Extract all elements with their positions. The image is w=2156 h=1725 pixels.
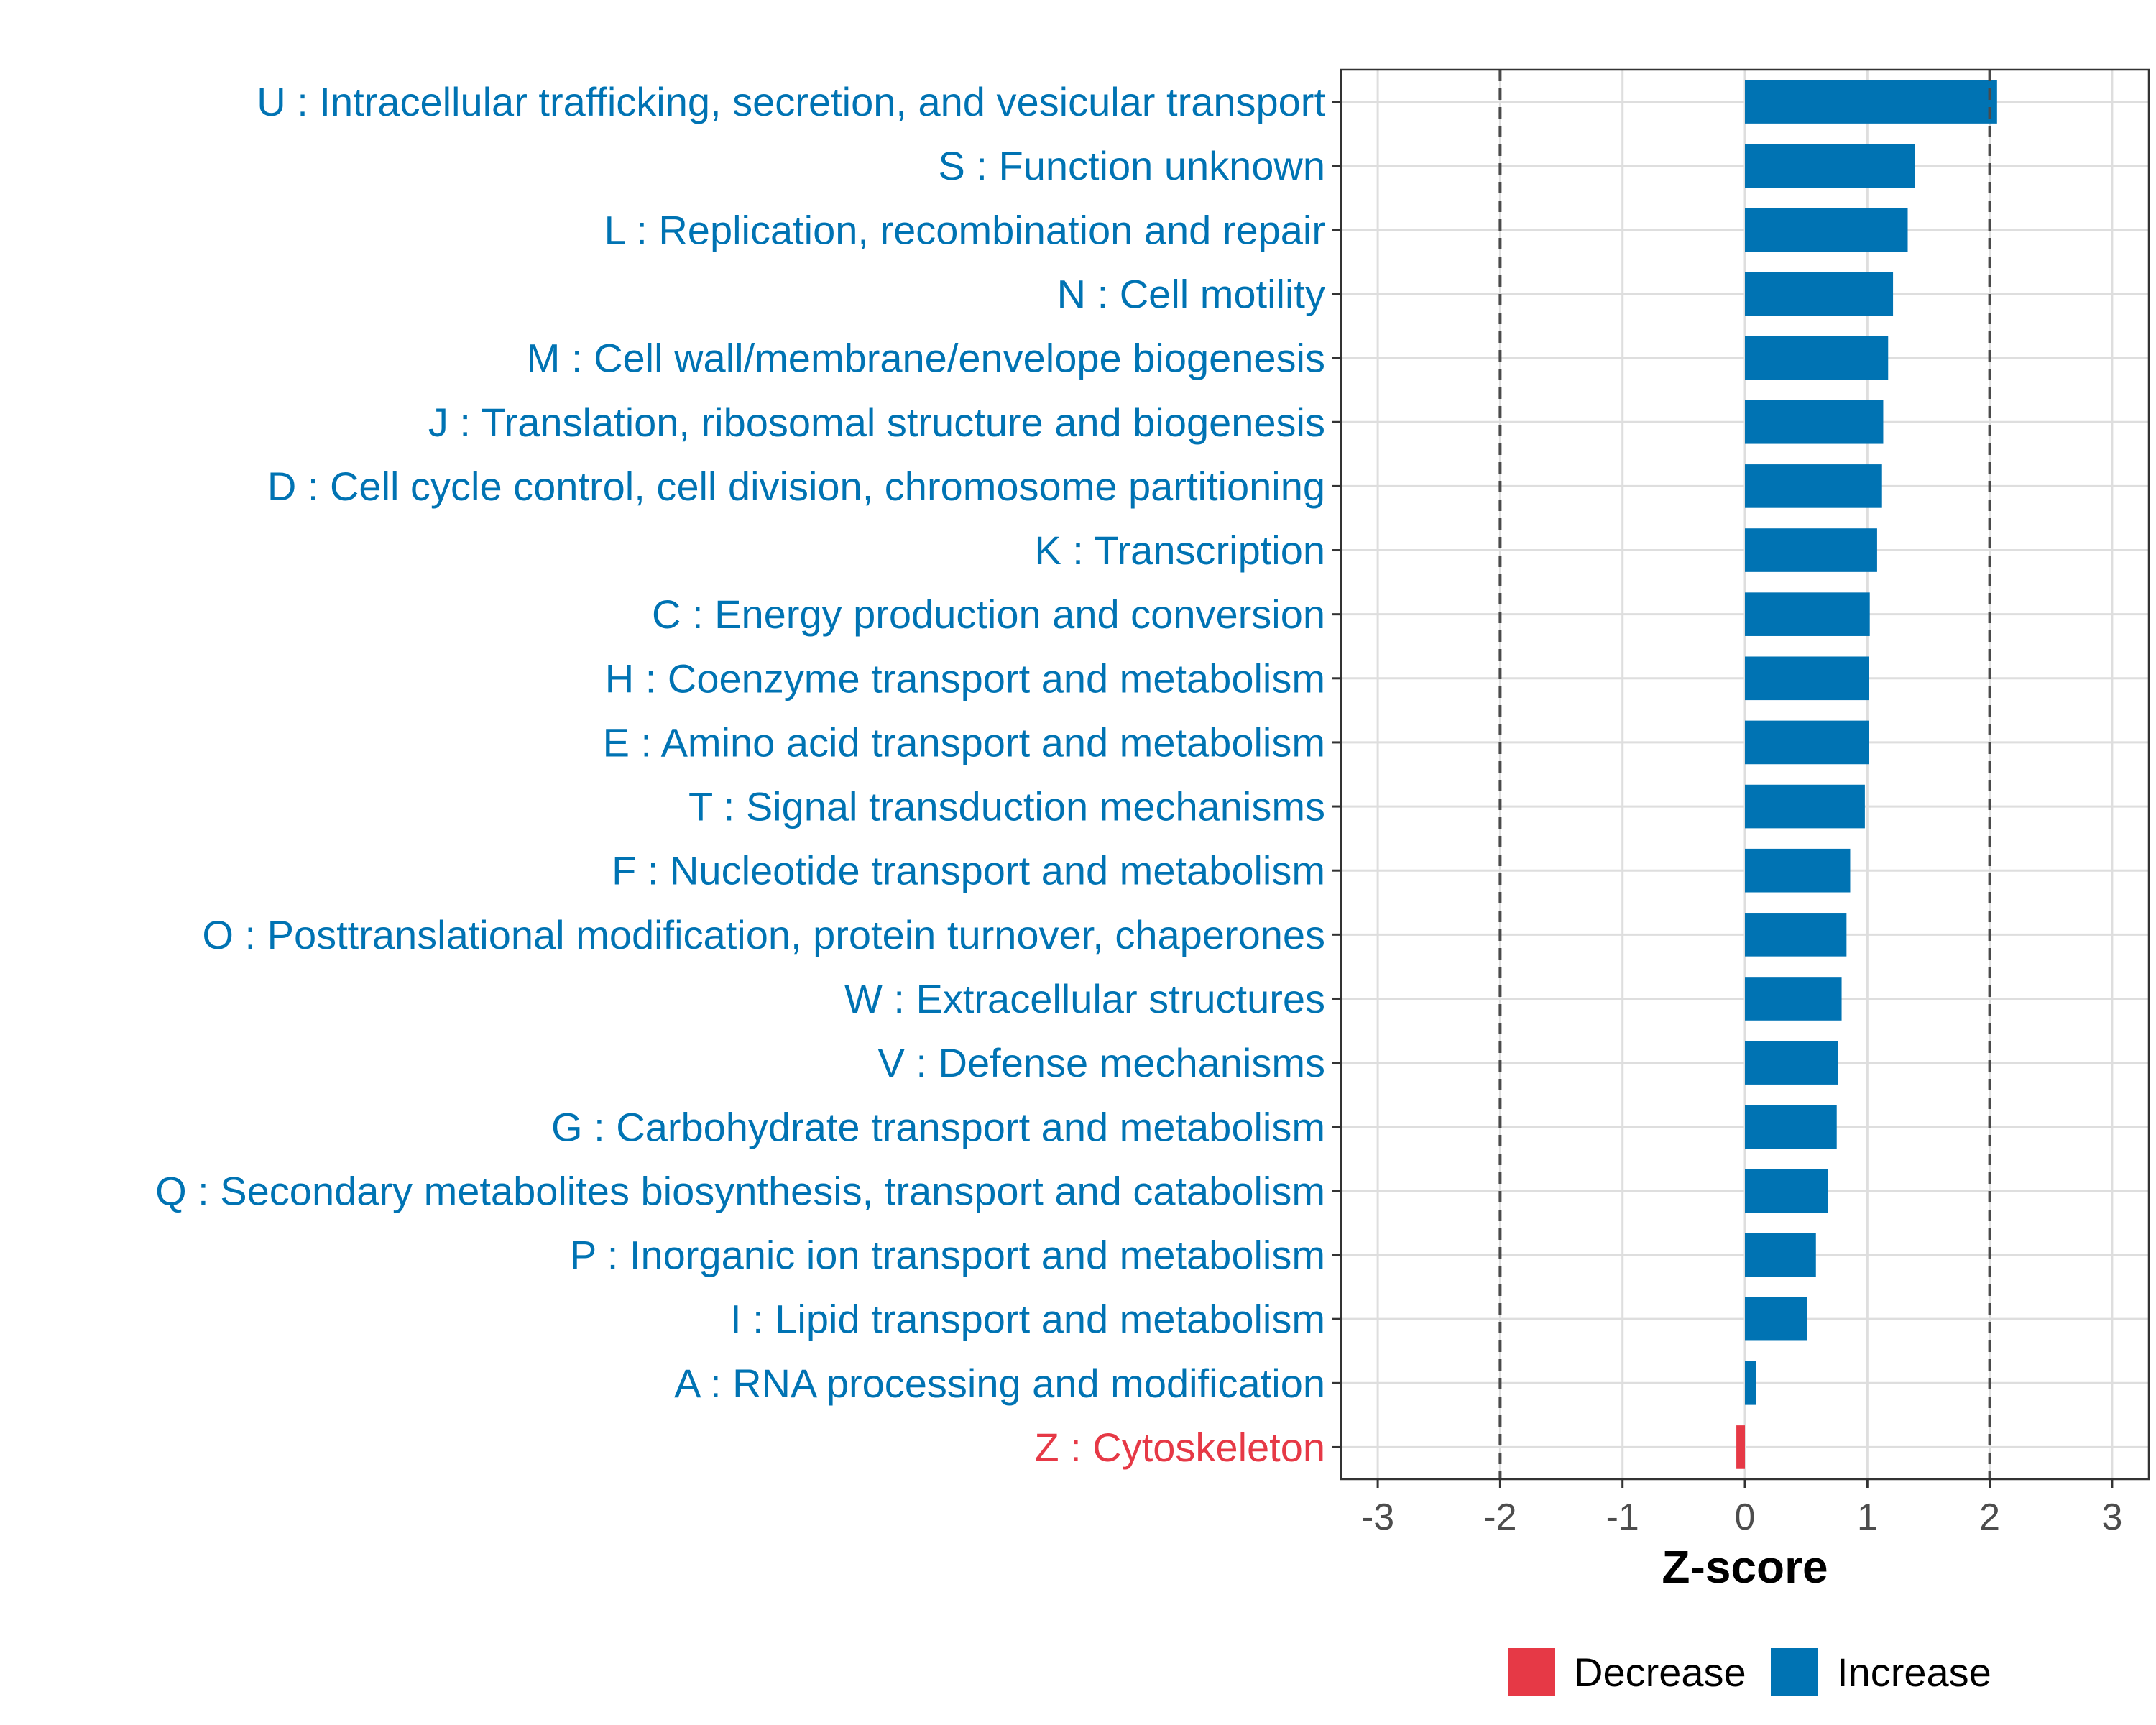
bar-l (1745, 208, 1908, 252)
category-label: P : Inorganic ion transport and metaboli… (570, 1233, 1325, 1278)
bar-n (1745, 272, 1894, 316)
category-label: W : Extracellular structures (844, 976, 1325, 1021)
x-tick-label: -2 (1483, 1496, 1516, 1538)
bar-o (1745, 913, 1847, 957)
category-label: Z : Cytoskeleton (1034, 1425, 1325, 1470)
bar-t (1745, 784, 1865, 829)
bar-a (1745, 1361, 1756, 1405)
x-axis-title: Z-score (1662, 1541, 1828, 1593)
bar-h (1745, 656, 1869, 701)
legend-label-increase: Increase (1837, 1650, 1991, 1695)
category-label: S : Function unknown (938, 143, 1325, 188)
x-tick-label: 0 (1735, 1496, 1756, 1538)
plot-panel (1340, 68, 2150, 1481)
category-label: L : Replication, recombination and repai… (604, 207, 1325, 252)
bar-c (1745, 592, 1870, 636)
legend-swatch-decrease (1508, 1648, 1555, 1696)
bar-f (1745, 848, 1851, 893)
category-label: C : Energy production and conversion (652, 592, 1325, 637)
category-labels: U : Intracellular trafficking, secretion… (155, 79, 1325, 1470)
threshold-lines (1498, 70, 1991, 1479)
bar-j (1745, 400, 1884, 444)
category-label: A : RNA processing and modification (674, 1361, 1325, 1406)
x-tick-label: -3 (1361, 1496, 1394, 1538)
category-label: Q : Secondary metabolites biosynthesis, … (155, 1168, 1325, 1213)
bar-v (1745, 1041, 1838, 1085)
category-label: D : Cell cycle control, cell division, c… (267, 464, 1325, 509)
legend: Decrease Increase (1508, 1648, 1991, 1696)
x-tick-label: 1 (1857, 1496, 1878, 1538)
bar-s (1745, 144, 1915, 188)
legend-label-decrease: Decrease (1574, 1650, 1746, 1695)
category-label: E : Amino acid transport and metabolism (603, 719, 1325, 765)
bar-m (1745, 336, 1889, 380)
bar-w (1745, 977, 1842, 1021)
bar-z (1736, 1425, 1745, 1469)
bar-g (1745, 1105, 1837, 1149)
category-label: V : Defense mechanisms (878, 1040, 1325, 1085)
category-label: O : Posttranslational modification, prot… (202, 912, 1325, 957)
category-label: G : Carbohydrate transport and metabolis… (551, 1104, 1325, 1149)
x-tick-label: -1 (1606, 1496, 1639, 1538)
category-label: T : Signal transduction mechanisms (688, 784, 1325, 829)
x-tick-label: 2 (1979, 1496, 2000, 1538)
category-label: K : Transcription (1034, 528, 1325, 573)
category-label: M : Cell wall/membrane/envelope biogenes… (527, 336, 1325, 381)
bar-u (1745, 80, 1997, 124)
bar-i (1745, 1297, 1807, 1341)
bar-q (1745, 1169, 1828, 1213)
bar-p (1745, 1233, 1816, 1277)
category-label: I : Lipid transport and metabolism (730, 1297, 1325, 1342)
category-label: U : Intracellular trafficking, secretion… (257, 79, 1325, 124)
axis-ticks: -3 -2 -1 0 1 2 3 (1332, 101, 2122, 1538)
bar-k (1745, 528, 1877, 572)
category-label: N : Cell motility (1057, 271, 1325, 316)
category-label: H : Coenzyme transport and metabolism (605, 656, 1325, 701)
category-label: F : Nucleotide transport and metabolism (612, 848, 1325, 893)
category-label: J : Translation, ribosomal structure and… (428, 400, 1325, 445)
bar-d (1745, 464, 1882, 508)
x-tick-label: 3 (2101, 1496, 2122, 1538)
legend-swatch-increase (1771, 1648, 1818, 1696)
bars (1736, 80, 1997, 1469)
bar-e (1745, 720, 1869, 765)
